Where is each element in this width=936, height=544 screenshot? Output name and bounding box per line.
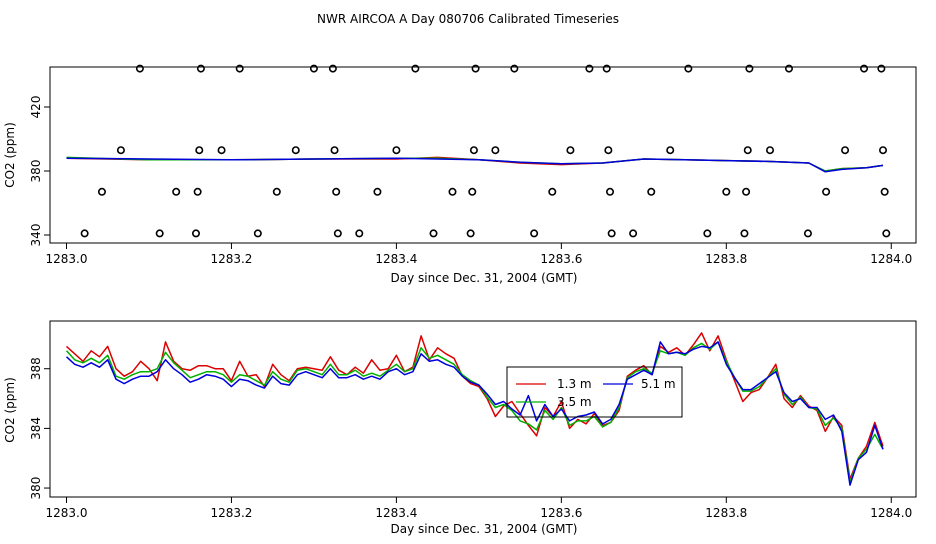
calibration-point xyxy=(585,64,594,73)
top-x-tick-label: 1283.4 xyxy=(375,252,417,266)
bottom-x-tick-label: 1283.4 xyxy=(375,506,417,520)
bottom-x-tick-label: 1284.0 xyxy=(870,506,912,520)
calibration-point xyxy=(722,187,731,196)
calibration-point xyxy=(235,64,244,73)
top-y-axis-label: CO2 (ppm) xyxy=(3,122,17,188)
calibration-point xyxy=(877,64,886,73)
calibration-point xyxy=(841,146,850,155)
calibration-point xyxy=(784,64,793,73)
calibration-point xyxy=(195,146,204,155)
calibration-point xyxy=(272,187,281,196)
legend-label-2: 3.5 m xyxy=(557,395,592,409)
calibration-point xyxy=(411,64,420,73)
calibration-point xyxy=(448,187,457,196)
calibration-point xyxy=(466,229,475,238)
calibration-point xyxy=(332,187,341,196)
calibration-point xyxy=(860,64,869,73)
top-x-tick-label: 1283.8 xyxy=(705,252,747,266)
calibration-point xyxy=(743,146,752,155)
calibration-point xyxy=(530,229,539,238)
calibration-point xyxy=(604,146,613,155)
calibration-point xyxy=(309,64,318,73)
calibration-point xyxy=(135,64,144,73)
calibration-point xyxy=(196,64,205,73)
bottom-y-tick-label: 384 xyxy=(29,417,43,440)
bottom-x-axis-label: Day since Dec. 31, 2004 (GMT) xyxy=(391,522,578,536)
calibration-point xyxy=(330,146,339,155)
bottom-y-axis-label: CO2 (ppm) xyxy=(3,377,17,443)
calibration-point xyxy=(882,229,891,238)
top-x-tick-label: 1284.0 xyxy=(870,252,912,266)
calibration-point xyxy=(880,187,889,196)
calibration-point xyxy=(291,146,300,155)
bottom-x-tick-label: 1283.0 xyxy=(45,506,87,520)
calibration-point xyxy=(80,229,89,238)
calibration-point xyxy=(602,64,611,73)
calibration-point xyxy=(879,146,888,155)
calibration-point xyxy=(742,187,751,196)
calibration-point xyxy=(666,146,675,155)
calibration-point xyxy=(606,187,615,196)
calibration-point xyxy=(740,229,749,238)
calibration-point xyxy=(172,187,181,196)
calibration-point xyxy=(155,229,164,238)
calibration-point xyxy=(566,146,575,155)
calibration-point xyxy=(392,146,401,155)
top-x-tick-label: 1283.2 xyxy=(210,252,252,266)
calibration-point xyxy=(510,64,519,73)
calibration-point xyxy=(328,64,337,73)
calibration-point xyxy=(647,187,656,196)
legend: 1.3 m 3.5 m 5.1 m xyxy=(506,366,683,418)
calibration-point xyxy=(97,187,106,196)
series-5-1-m xyxy=(65,341,884,486)
top-x-tick-label: 1283.0 xyxy=(45,252,87,266)
calibration-point xyxy=(469,146,478,155)
calibration-point xyxy=(116,146,125,155)
top-x-axis-label: Day since Dec. 31, 2004 (GMT) xyxy=(391,271,578,285)
calibration-point xyxy=(745,64,754,73)
calibration-point xyxy=(253,229,262,238)
bottom-x-tick-label: 1283.8 xyxy=(705,506,747,520)
top-y-tick-label: 380 xyxy=(29,160,43,183)
top-plot-frame xyxy=(49,66,917,244)
calibration-point xyxy=(491,146,500,155)
top-y-tick-label: 420 xyxy=(29,96,43,119)
series-1-3-m xyxy=(65,332,884,480)
bottom-y-tick-label: 380 xyxy=(29,477,43,500)
calibration-point xyxy=(193,187,202,196)
calibration-point xyxy=(217,146,226,155)
bottom-y-tick-label: 388 xyxy=(29,357,43,380)
calibration-point xyxy=(373,187,382,196)
calibration-point xyxy=(629,229,638,238)
calibration-point xyxy=(703,229,712,238)
bottom-x-tick-label: 1283.6 xyxy=(540,506,582,520)
bottom-x-tick-label: 1283.2 xyxy=(210,506,252,520)
calibration-point xyxy=(471,64,480,73)
figure-title: NWR AIRCOA A Day 080706 Calibrated Times… xyxy=(317,12,619,26)
series-3-5-m xyxy=(65,341,884,483)
bottom-plot-frame xyxy=(49,320,917,498)
top-y-tick-label: 340 xyxy=(29,224,43,247)
calibration-point xyxy=(766,146,775,155)
calibration-point xyxy=(355,229,364,238)
calibration-point xyxy=(548,187,557,196)
calibration-point xyxy=(429,229,438,238)
top-panel: 340 380 420 1283.0 1283.2 1283.4 1283.6 1283.8… xyxy=(3,64,917,285)
calibration-point xyxy=(607,229,616,238)
calibration-point xyxy=(822,187,831,196)
legend-box xyxy=(506,366,683,418)
calibration-point xyxy=(803,229,812,238)
legend-label-3: 5.1 m xyxy=(641,377,676,391)
top-series-blue xyxy=(66,157,884,173)
calibration-point xyxy=(191,229,200,238)
top-x-tick-label: 1283.6 xyxy=(540,252,582,266)
calibration-point xyxy=(468,187,477,196)
calibration-point xyxy=(684,64,693,73)
legend-label-1: 1.3 m xyxy=(557,377,592,391)
bottom-panel: 380 384 388 1283.0 1283.2 1283.4 1283.6 1283.8… xyxy=(3,320,917,536)
calibration-point xyxy=(333,229,342,238)
